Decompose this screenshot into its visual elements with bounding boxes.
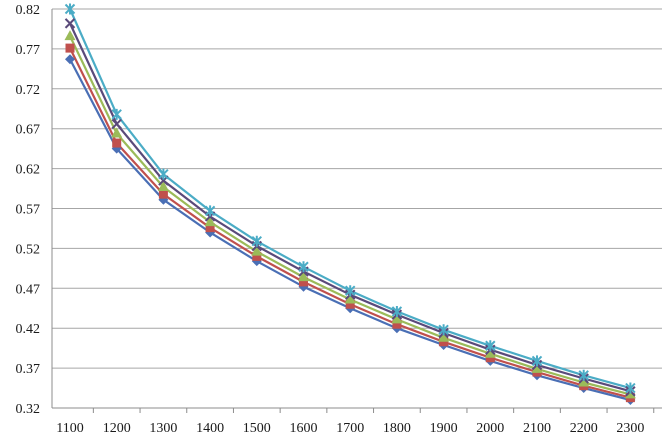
y-tick-label: 0.77: [16, 43, 41, 58]
y-tick-label: 0.42: [16, 322, 41, 337]
series-line-5: [68, 8, 631, 390]
data-point-s3: [484, 347, 496, 358]
y-tick-labels: 0.32 0.37 0.42 0.47 0.52 0.57 0.62 0.67 0.72 0.77…: [16, 3, 41, 417]
x-tick-label: 1900: [430, 421, 458, 436]
data-point-s5: [578, 369, 589, 381]
data-point-s3: [391, 313, 403, 324]
x-tick-labels: 1100 1200 1300 1400 1500 1600 1700 1800 1900 2000…: [56, 421, 644, 436]
data-point-s2: [65, 43, 75, 53]
data-point-s1: [65, 54, 75, 65]
data-point-s2: [112, 138, 122, 148]
x-tick-label: 1300: [149, 421, 177, 436]
x-tick-label: 1600: [290, 421, 318, 436]
y-tick-label: 0.67: [16, 123, 41, 138]
data-point-s2: [345, 299, 355, 309]
y-tick-label: 0.47: [16, 282, 41, 297]
data-point-s3: [344, 293, 356, 304]
data-point-s5: [158, 168, 169, 180]
gridlines: [52, 8, 662, 409]
series-line-1: [69, 58, 631, 402]
data-point-s4: [64, 18, 76, 29]
data-point-s5: [204, 205, 216, 217]
data-point-s5: [485, 340, 496, 352]
data-point-s5: [251, 235, 263, 247]
x-tick-label: 1700: [336, 421, 364, 436]
x-tick-label: 1500: [243, 421, 271, 436]
data-point-s5: [391, 305, 403, 317]
y-tick-label: 0.72: [16, 83, 41, 98]
data-point-s5: [344, 285, 356, 297]
series-line-2: [69, 47, 631, 399]
series-line-3: [69, 35, 631, 396]
y-tick-label: 0.32: [16, 402, 41, 417]
series-lines: [68, 8, 631, 402]
data-point-s2: [299, 277, 308, 287]
y-tick-label: 0.62: [16, 163, 41, 178]
data-point-s5: [531, 355, 543, 367]
x-tick-label: 2000: [476, 421, 504, 436]
x-tick-label: 1800: [383, 421, 411, 436]
data-point-s3: [157, 180, 169, 191]
data-point-s5: [111, 108, 122, 120]
data-point-s2: [392, 319, 402, 329]
x-tick-label: 2200: [570, 421, 598, 436]
data-point-s4: [111, 118, 122, 130]
data-point-s2: [205, 223, 215, 233]
data-point-s2: [252, 251, 262, 261]
x-tick-label: 1400: [196, 421, 224, 436]
data-point-s3: [578, 376, 590, 387]
data-point-s3: [251, 245, 263, 256]
y-tick-label: 0.52: [16, 242, 41, 257]
data-point-s3: [531, 362, 543, 373]
series-line-4: [69, 22, 631, 393]
data-point-s5: [625, 382, 636, 394]
data-point-s3: [298, 271, 309, 282]
data-point-s2: [158, 189, 168, 199]
data-point-s3: [438, 331, 450, 342]
data-point-s3: [64, 30, 76, 41]
data-point-s5: [298, 261, 309, 273]
data-point-s3: [111, 127, 123, 138]
x-tick-label: 2300: [616, 421, 644, 436]
series-markers: [64, 3, 636, 406]
data-point-s3: [204, 216, 216, 227]
axes: [51, 9, 662, 413]
data-point-s5: [438, 324, 449, 336]
y-tick-label: 0.37: [16, 362, 41, 377]
x-tick-label: 1100: [56, 421, 83, 436]
x-tick-label: 1200: [103, 421, 131, 436]
x-tick-label: 2100: [523, 421, 551, 436]
data-point-s5: [64, 3, 76, 15]
y-tick-label: 0.57: [16, 203, 41, 218]
y-tick-label: 0.82: [16, 3, 41, 18]
